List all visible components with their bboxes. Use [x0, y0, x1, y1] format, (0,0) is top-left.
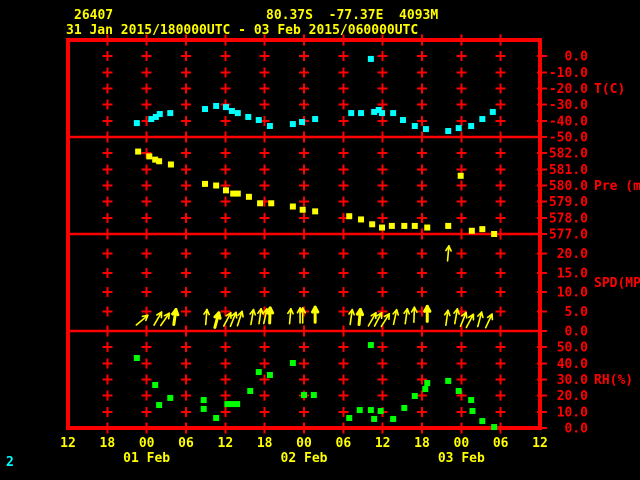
svg-text:-20.0: -20.0: [549, 82, 588, 97]
wind-arrow: [476, 311, 484, 328]
plot-frame: [66, 38, 542, 430]
right-axis: 0.0-10.0-20.0-30.0-40.0-50.0T(C)582.0581…: [537, 50, 640, 437]
svg-text:0.0: 0.0: [565, 325, 589, 340]
wind-speed-series: [135, 245, 494, 329]
wind-arrow: [229, 311, 238, 328]
svg-text:18: 18: [100, 436, 116, 451]
svg-text:581.0: 581.0: [549, 163, 588, 178]
svg-text:12: 12: [218, 436, 234, 451]
svg-text:10.0: 10.0: [557, 286, 588, 301]
svg-text:577.0: 577.0: [549, 228, 588, 243]
wind-arrow: [171, 308, 180, 326]
svg-text:00: 00: [296, 436, 312, 451]
svg-text:00: 00: [139, 436, 155, 451]
wind-arrow: [311, 305, 320, 324]
wind-arrow: [159, 312, 171, 327]
svg-text:40.0: 40.0: [557, 357, 588, 372]
svg-text:SPD(MPS): SPD(MPS): [594, 276, 640, 291]
wind-arrow: [380, 312, 391, 328]
svg-text:Pre (mb): Pre (mb): [594, 179, 640, 194]
svg-text:12: 12: [532, 436, 548, 451]
svg-text:50.0: 50.0: [557, 341, 588, 356]
wind-arrow: [453, 308, 460, 325]
svg-text:582.0: 582.0: [549, 147, 588, 162]
wind-arrow: [222, 311, 232, 327]
svg-text:-40.0: -40.0: [549, 114, 588, 129]
svg-text:18: 18: [257, 436, 273, 451]
svg-text:06: 06: [178, 436, 194, 451]
svg-text:0.0: 0.0: [565, 50, 589, 65]
wind-arrow: [135, 314, 149, 326]
svg-text:12: 12: [375, 436, 391, 451]
wind-arrow: [213, 311, 222, 329]
temperature-series: [133, 55, 496, 135]
wind-arrow: [373, 311, 383, 327]
wind-arrow: [423, 304, 432, 323]
wind-arrow: [392, 308, 400, 326]
time-period: 31 Jan 2015/180000UTC - 03 Feb 2015/0600…: [66, 23, 419, 38]
wind-arrow: [153, 311, 163, 326]
station-location: 80.37S -77.37E 4093M: [266, 8, 439, 23]
x-axis: 12 18 00 06 12 18 00 06 12 18 00 06 12 01 Feb 02 Feb 03…: [60, 436, 548, 466]
wind-arrow: [367, 312, 377, 327]
wind-arrow: [410, 306, 418, 323]
wind-arrow: [203, 308, 210, 326]
svg-text:06: 06: [336, 436, 352, 451]
svg-text:15.0: 15.0: [557, 266, 588, 281]
svg-text:12: 12: [60, 436, 76, 451]
svg-text:01 Feb: 01 Feb: [123, 451, 170, 466]
relative-humidity-series: [133, 342, 498, 431]
svg-text:10.0: 10.0: [557, 405, 588, 420]
svg-text:30.0: 30.0: [557, 373, 588, 388]
wind-arrow: [299, 307, 307, 324]
svg-text:579.0: 579.0: [549, 195, 588, 210]
svg-text:T(C): T(C): [594, 82, 625, 97]
wind-arrow: [445, 245, 452, 262]
svg-text:-50.0: -50.0: [549, 131, 588, 146]
grid-marks: [102, 34, 506, 434]
wind-arrow: [459, 311, 468, 328]
wind-arrow: [287, 307, 294, 325]
svg-text:18: 18: [414, 436, 430, 451]
wind-arrow: [236, 310, 244, 327]
wind-arrow: [443, 309, 451, 327]
svg-text:5.0: 5.0: [565, 305, 589, 320]
wind-arrow: [465, 313, 475, 329]
svg-text:-10.0: -10.0: [549, 66, 588, 81]
svg-text:580.0: 580.0: [549, 179, 588, 194]
svg-text:20.0: 20.0: [557, 247, 588, 262]
wind-arrow: [403, 308, 411, 325]
wind-arrow: [265, 306, 275, 325]
svg-text:20.0: 20.0: [557, 389, 588, 404]
wind-arrow: [257, 308, 264, 325]
wind-arrow: [348, 308, 355, 326]
page-number: 2: [6, 455, 14, 470]
wind-arrow: [249, 308, 257, 326]
svg-text:RH(%): RH(%): [594, 373, 633, 388]
wind-arrow: [355, 308, 365, 327]
svg-text:0.0: 0.0: [565, 422, 589, 437]
svg-text:02 Feb: 02 Feb: [281, 451, 328, 466]
station-id: 26407: [74, 8, 114, 23]
svg-text:00: 00: [454, 436, 470, 451]
svg-text:578.0: 578.0: [549, 211, 588, 226]
pressure-series: [135, 148, 498, 237]
svg-text:03 Feb: 03 Feb: [438, 451, 485, 466]
wind-arrow: [484, 313, 494, 329]
svg-text:-30.0: -30.0: [549, 98, 588, 113]
svg-text:06: 06: [493, 436, 509, 451]
